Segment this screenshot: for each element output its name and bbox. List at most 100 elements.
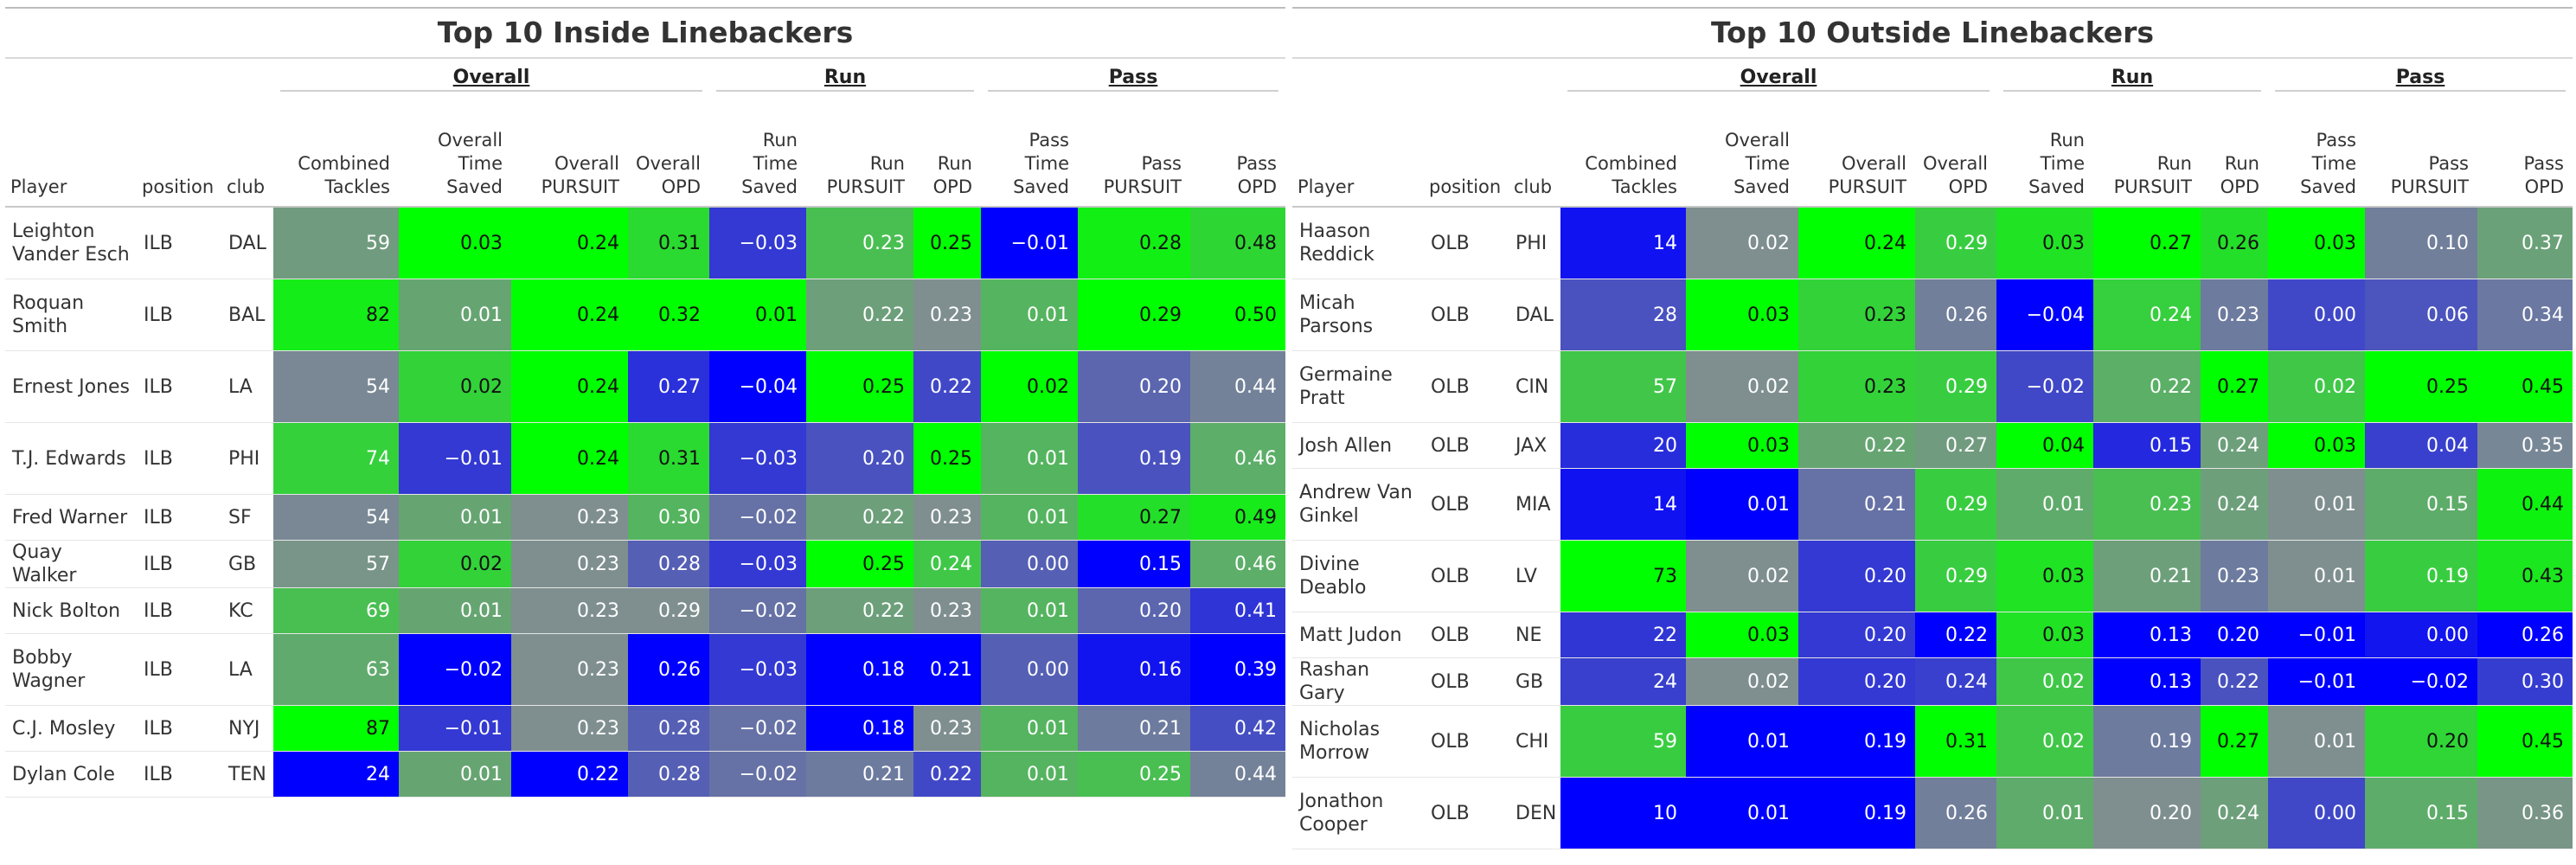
stat-cell: 0.02 (1686, 540, 1798, 612)
stat-cell: 0.06 (2365, 279, 2477, 351)
table-row: Fred Warner ILB SF 54 0.01 0.23 0.30 −0.02 0.22 0… (5, 494, 1286, 541)
table-row: Ernest Jones ILB LA 54 0.02 0.24 0.27 −0.04 0.25… (5, 350, 1286, 423)
stat-cell: 0.44 (2477, 468, 2573, 541)
player-name-cell: Nicholas Morrow (1292, 705, 1424, 778)
column-header: Combined Tackles (1560, 99, 1686, 208)
stat-cell: 0.01 (981, 422, 1078, 495)
stat-cell: 0.03 (1996, 540, 2093, 612)
stat-cell: 0.23 (1798, 350, 1915, 423)
stat-cell: 10 (1560, 777, 1686, 849)
column-header: Pass OPD (1190, 99, 1286, 208)
stat-cell: 0.24 (913, 540, 981, 588)
table-row: Roquan Smith ILB BAL 82 0.01 0.24 0.32 0.01 0.22… (5, 279, 1286, 351)
spanner-blank (1292, 59, 1560, 99)
table-row: T.J. Edwards ILB PHI 74 −0.01 0.24 0.31 −0.03 0.… (5, 422, 1286, 495)
stat-cell: −0.04 (709, 350, 806, 423)
table-row: Quay Walker ILB GB 57 0.02 0.23 0.28 −0.03 0.25 0… (5, 540, 1286, 588)
stat-cell: 0.23 (511, 705, 628, 752)
position-cell: ILB (137, 279, 221, 351)
stat-cell: 0.37 (2477, 207, 2573, 279)
stat-cell: 59 (1560, 705, 1686, 778)
table-row: Divine Deablo OLB LV 73 0.02 0.20 0.29 0.03 0.21… (1292, 540, 2573, 612)
stat-cell: 0.20 (1078, 587, 1190, 634)
column-header: Pass Time Saved (981, 99, 1078, 208)
column-header: Combined Tackles (273, 99, 399, 208)
table-row: Nick Bolton ILB KC 69 0.01 0.23 0.29 −0.02 0.22 0… (5, 587, 1286, 634)
stat-cell: 0.04 (1996, 422, 2093, 469)
stat-cell: 0.25 (2365, 350, 2477, 423)
stat-cell: 0.22 (1798, 422, 1915, 469)
stat-cell: 0.20 (1798, 612, 1915, 658)
stat-cell: 0.27 (628, 350, 709, 423)
column-header: Overall Time Saved (399, 99, 511, 208)
stat-cell: 0.24 (2201, 777, 2268, 849)
stat-cell: 0.03 (2268, 422, 2365, 469)
stat-cell: 0.01 (981, 705, 1078, 752)
stat-cell: 0.00 (981, 540, 1078, 588)
stat-cell: 57 (273, 540, 399, 588)
stat-cell: 0.01 (1996, 777, 2093, 849)
player-name-cell: Bobby Wagner (5, 633, 137, 706)
stat-cell: 0.01 (2268, 468, 2365, 541)
position-cell: ILB (137, 751, 221, 798)
club-cell: LA (221, 350, 273, 423)
club-cell: DAL (221, 207, 273, 279)
stat-cell: 0.03 (1996, 207, 2093, 279)
stat-cell: −0.01 (2268, 612, 2365, 658)
stat-cell: 0.44 (1190, 350, 1286, 423)
stat-cell: 0.03 (1686, 422, 1798, 469)
stat-cell: 0.18 (806, 633, 913, 706)
column-header: Player (5, 99, 137, 208)
table-row: Dylan Cole ILB TEN 24 0.01 0.22 0.28 −0.02 0.21 0… (5, 751, 1286, 798)
stat-cell: 0.00 (981, 633, 1078, 706)
stat-cell: −0.02 (399, 633, 511, 706)
club-cell: MIA (1509, 468, 1560, 541)
stat-cell: 0.02 (1686, 657, 1798, 706)
stat-cell: 0.20 (1078, 350, 1190, 423)
stat-cell: 0.27 (2201, 705, 2268, 778)
stat-cell: 0.20 (2201, 612, 2268, 658)
stat-cell: 0.15 (2365, 468, 2477, 541)
stat-cell: 0.18 (806, 705, 913, 752)
stat-cell: 0.23 (2093, 468, 2201, 541)
stat-cell: 0.42 (1190, 705, 1286, 752)
stat-cell: 0.30 (2477, 657, 2573, 706)
column-header-row: Player position club Combined Tackles Overal… (1292, 99, 2573, 208)
column-header: Pass OPD (2477, 99, 2573, 208)
stat-cell: 0.23 (2201, 540, 2268, 612)
column-header: Run OPD (2201, 99, 2268, 208)
stat-cell: 0.23 (2201, 279, 2268, 351)
column-header: Overall OPD (628, 99, 709, 208)
position-cell: ILB (137, 207, 221, 279)
stat-cell: 0.01 (399, 751, 511, 798)
stat-cell: 0.16 (1078, 633, 1190, 706)
spanner-pass: Pass (981, 59, 1285, 99)
stat-cell: 69 (273, 587, 399, 634)
stat-cell: 0.23 (913, 494, 981, 541)
stat-cell: 87 (273, 705, 399, 752)
stat-cell: 0.29 (1915, 207, 1996, 279)
outside-table-title: Top 10 Outside Linebackers (1292, 7, 2573, 59)
stat-cell: 24 (1560, 657, 1686, 706)
stat-cell: 0.19 (1798, 777, 1915, 849)
stat-cell: 0.01 (2268, 540, 2365, 612)
stat-cell: 0.45 (2477, 705, 2573, 778)
club-cell: LA (221, 633, 273, 706)
stat-cell: 0.20 (1798, 657, 1915, 706)
stat-cell: −0.02 (2365, 657, 2477, 706)
player-name-cell: Quay Walker (5, 540, 137, 588)
stat-cell: −0.01 (399, 422, 511, 495)
column-header: Overall Time Saved (1686, 99, 1798, 208)
stat-cell: 0.03 (1686, 612, 1798, 658)
stat-cell: 0.23 (511, 587, 628, 634)
position-cell: ILB (137, 587, 221, 634)
stat-cell: 0.19 (2093, 705, 2201, 778)
stat-cell: −0.01 (399, 705, 511, 752)
stat-cell: 0.01 (981, 751, 1078, 798)
stat-cell: 0.25 (806, 350, 913, 423)
column-header: Overall OPD (1915, 99, 1996, 208)
stat-cell: 0.23 (913, 279, 981, 351)
stat-cell: 20 (1560, 422, 1686, 469)
stat-cell: −0.03 (709, 633, 806, 706)
